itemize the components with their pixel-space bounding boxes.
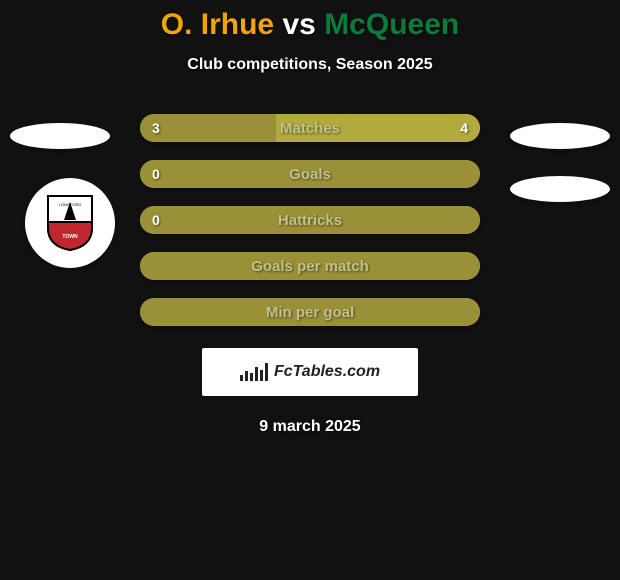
- stat-bar: Matches3 4: [140, 114, 480, 142]
- player1-flag-oval: [10, 123, 110, 149]
- bar-chart-icon: [240, 363, 268, 381]
- bar-value-left: 3: [152, 114, 160, 142]
- shield-icon: LONGFORD TOWN: [46, 194, 94, 252]
- crest-text-top: LONGFORD: [59, 202, 82, 207]
- stat-bars: Matches34Goals0Hattricks0Goals per match…: [140, 114, 480, 326]
- comparison-infographic: O. Irhue vs McQueen Club competitions, S…: [0, 0, 620, 580]
- chart-bar-icon-segment: [245, 371, 248, 381]
- stat-bar: Goals per match: [140, 252, 480, 280]
- vs-label: vs: [282, 8, 315, 41]
- chart-bar-icon-segment: [265, 363, 268, 381]
- page-title: O. Irhue vs McQueen: [0, 8, 620, 42]
- bar-value-left: 0: [152, 160, 160, 188]
- chart-bar-icon-segment: [260, 370, 263, 381]
- bar-value-left: 0: [152, 206, 160, 234]
- date-label: 9 march 2025: [0, 418, 620, 436]
- watermark-text: FcTables.com: [274, 363, 380, 381]
- player2-club-oval: [510, 176, 610, 202]
- chart-bar-icon-segment: [250, 373, 253, 381]
- bar-label: Goals: [140, 160, 480, 188]
- player1-name: O. Irhue: [161, 8, 274, 41]
- watermark: FcTables.com: [202, 348, 418, 396]
- bar-value-right: 4: [460, 114, 468, 142]
- stat-bar: Goals0: [140, 160, 480, 188]
- bar-label: Goals per match: [140, 252, 480, 280]
- chart-bar-icon-segment: [240, 375, 243, 381]
- player2-flag-oval: [510, 123, 610, 149]
- chart-bar-icon-segment: [255, 367, 258, 381]
- player2-name: McQueen: [324, 8, 459, 41]
- crest-text-bottom: TOWN: [62, 234, 78, 240]
- player1-club-badge: LONGFORD TOWN: [25, 178, 115, 268]
- subtitle: Club competitions, Season 2025: [0, 56, 620, 74]
- stat-bar: Hattricks0: [140, 206, 480, 234]
- bar-label: Matches: [140, 114, 480, 142]
- stat-bar: Min per goal: [140, 298, 480, 326]
- club-crest: LONGFORD TOWN: [46, 194, 94, 252]
- bar-label: Min per goal: [140, 298, 480, 326]
- bar-label: Hattricks: [140, 206, 480, 234]
